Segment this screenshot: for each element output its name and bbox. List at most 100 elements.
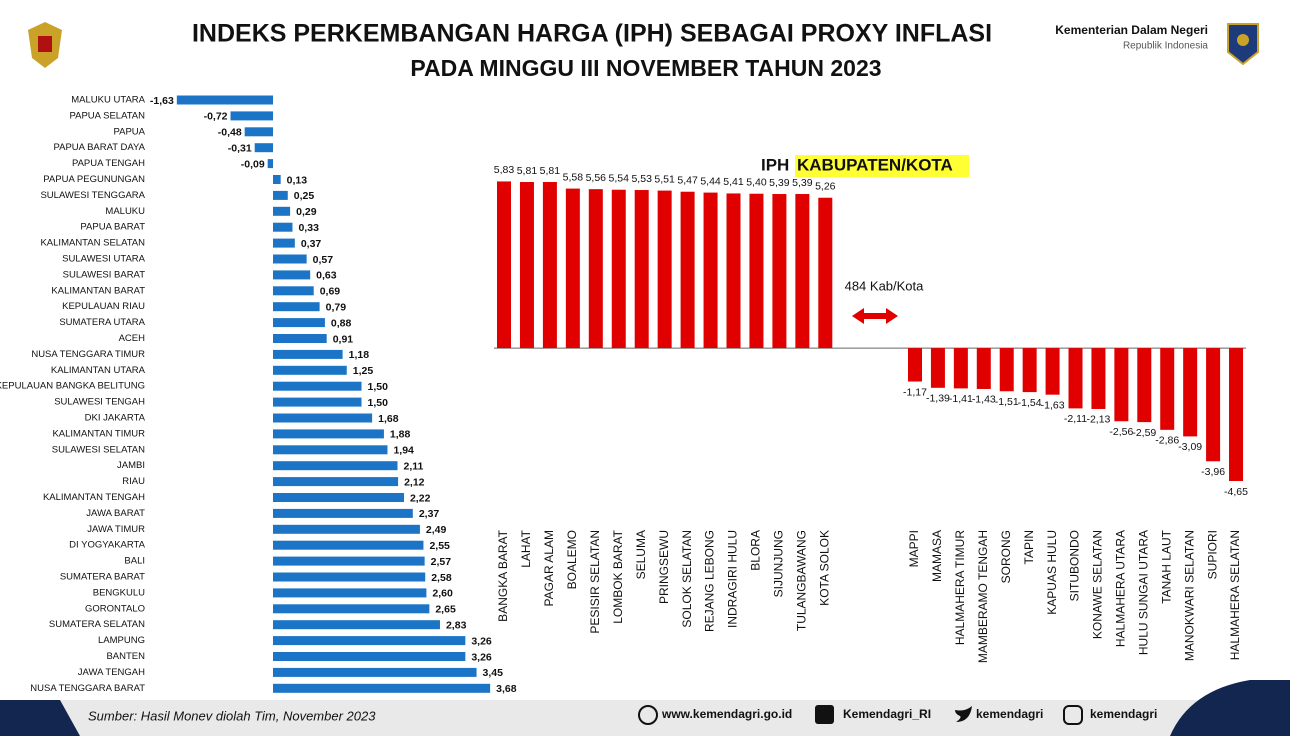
category-label: TANAH LAUT bbox=[1159, 529, 1173, 603]
bar bbox=[273, 175, 281, 184]
bar bbox=[1045, 348, 1060, 395]
value-label: 5,81 bbox=[517, 165, 538, 177]
bar bbox=[1160, 348, 1175, 430]
value-label: 0,79 bbox=[326, 301, 347, 313]
category-label: BLORA bbox=[749, 530, 763, 571]
category-label: KALIMANTAN TIMUR bbox=[52, 428, 145, 439]
bar bbox=[1022, 348, 1037, 393]
bar bbox=[497, 181, 511, 349]
bar bbox=[953, 348, 968, 389]
category-label: PESISIR SELATAN bbox=[588, 530, 602, 634]
value-label: -0,31 bbox=[228, 142, 252, 154]
category-label: MALUKU UTARA bbox=[71, 95, 145, 106]
category-label: SUMATERA UTARA bbox=[59, 317, 145, 328]
value-label: -1,17 bbox=[903, 386, 927, 398]
category-label: SULAWESI BARAT bbox=[63, 269, 146, 280]
category-label: KONAWE SELATAN bbox=[1091, 530, 1105, 639]
value-label: -2,86 bbox=[1155, 435, 1179, 447]
value-label: 0,13 bbox=[287, 174, 308, 186]
value-label: 0,69 bbox=[320, 286, 341, 298]
bar bbox=[273, 588, 427, 598]
category-label: BOALEMO bbox=[565, 530, 579, 589]
bar bbox=[749, 193, 764, 349]
category-label: PAPUA bbox=[113, 126, 145, 137]
value-label: 0,25 bbox=[294, 190, 315, 202]
double-arrow bbox=[852, 308, 898, 324]
bar bbox=[273, 556, 425, 566]
bar bbox=[1183, 348, 1198, 437]
bar bbox=[519, 182, 534, 349]
twitter-icon bbox=[955, 706, 972, 722]
value-label: 0,63 bbox=[316, 270, 337, 282]
bar bbox=[273, 572, 426, 582]
category-label: JAWA BARAT bbox=[86, 508, 145, 519]
bar bbox=[273, 222, 293, 232]
category-label: KEPULAUAN BANGKA BELITUNG bbox=[0, 381, 145, 392]
bar bbox=[273, 461, 398, 471]
category-label: JAMBI bbox=[117, 460, 145, 471]
value-label: 0,88 bbox=[331, 317, 352, 329]
bar bbox=[908, 348, 922, 382]
category-label: NUSA TENGGARA TIMUR bbox=[31, 349, 145, 360]
value-label: 5,39 bbox=[769, 177, 790, 189]
bar bbox=[703, 192, 718, 349]
value-label: 1,25 bbox=[353, 365, 374, 377]
bar bbox=[772, 194, 787, 349]
value-label: 2,12 bbox=[404, 476, 425, 488]
category-label: KEPULAUAN RIAU bbox=[62, 301, 145, 312]
category-label: SIJUNJUNG bbox=[772, 530, 786, 597]
value-label: -1,51 bbox=[995, 396, 1019, 408]
bar bbox=[273, 365, 347, 375]
category-label: SELUMA bbox=[634, 530, 648, 579]
title-line2: PADA MINGGU III NOVEMBER TAHUN 2023 bbox=[410, 55, 881, 81]
value-label: -3,09 bbox=[1178, 441, 1202, 453]
web-icon bbox=[638, 705, 658, 725]
footer-corner bbox=[0, 700, 80, 736]
category-label: PAPUA PEGUNUNGAN bbox=[43, 174, 145, 185]
value-label: 3,68 bbox=[496, 683, 517, 695]
kemendagri-emblem bbox=[1227, 23, 1259, 66]
bar bbox=[273, 190, 288, 200]
category-label: INDRAGIRI HULU bbox=[726, 530, 740, 628]
bar bbox=[273, 270, 311, 280]
bar bbox=[230, 111, 273, 121]
category-label: SULAWESI UTARA bbox=[62, 254, 146, 265]
bar bbox=[254, 143, 273, 153]
link-facebook[interactable]: Kemendagri_RI bbox=[843, 707, 931, 721]
title-line1: INDEKS PERKEMBANGAN HARGA (IPH) SEBAGAI … bbox=[192, 20, 992, 48]
category-label: HALMAHERA SELATAN bbox=[1228, 530, 1242, 660]
bar bbox=[267, 159, 273, 169]
garuda-emblem bbox=[28, 22, 62, 68]
link-web[interactable]: www.kemendagri.go.id bbox=[661, 707, 792, 721]
bar bbox=[273, 683, 491, 693]
link-instagram[interactable]: kemendagri bbox=[1090, 707, 1157, 721]
category-label: DKI JAKARTA bbox=[85, 413, 146, 424]
value-label: -1,54 bbox=[1018, 397, 1042, 409]
value-label: 0,57 bbox=[313, 254, 334, 266]
value-label: 0,37 bbox=[301, 238, 322, 250]
category-label: SULAWESI SELATAN bbox=[52, 444, 145, 455]
bar bbox=[273, 254, 307, 264]
bar bbox=[565, 188, 580, 349]
bar bbox=[244, 127, 273, 137]
link-twitter[interactable]: kemendagri bbox=[976, 707, 1043, 721]
category-label: LAMPUNG bbox=[98, 635, 145, 646]
category-label: BALI bbox=[124, 556, 145, 567]
value-label: 5,81 bbox=[540, 165, 561, 177]
category-label: SULAWESI TENGGARA bbox=[40, 190, 145, 201]
value-label: 2,58 bbox=[431, 572, 452, 584]
category-label: MANOKWARI SELATAN bbox=[1182, 530, 1196, 661]
value-label: 2,83 bbox=[446, 619, 467, 631]
category-label: MALUKU bbox=[105, 206, 145, 217]
value-label: 2,60 bbox=[432, 588, 453, 600]
bar bbox=[1068, 348, 1083, 409]
bar bbox=[611, 189, 626, 349]
value-label: 2,11 bbox=[403, 460, 423, 472]
bar bbox=[999, 348, 1014, 392]
category-label: KALIMANTAN BARAT bbox=[51, 285, 145, 296]
value-label: 5,53 bbox=[631, 173, 652, 185]
category-label: SUPIORI bbox=[1205, 530, 1219, 579]
value-label: 3,26 bbox=[471, 651, 492, 663]
category-label: KALIMANTAN TENGAH bbox=[43, 492, 145, 503]
bar bbox=[588, 189, 603, 349]
